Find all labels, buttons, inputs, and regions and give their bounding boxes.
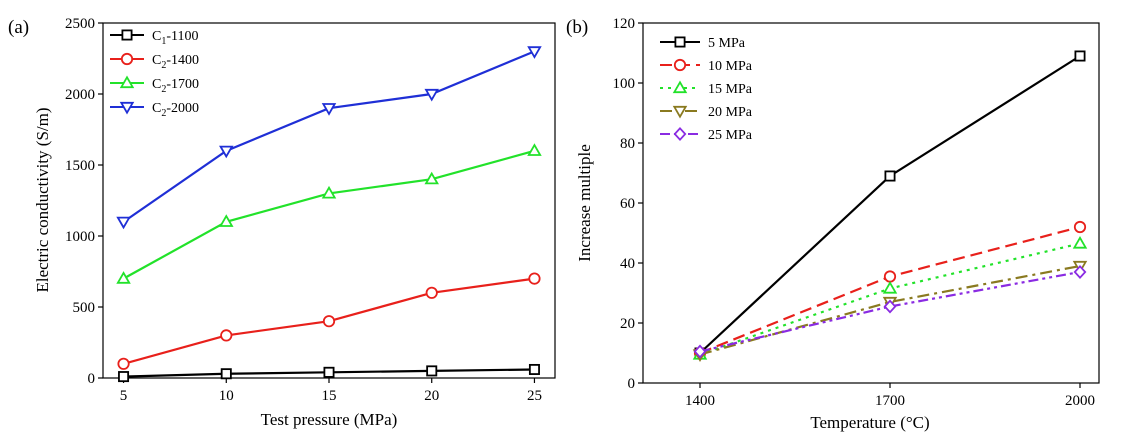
- panel-a-legend-marker-3: [119, 101, 135, 115]
- panel-a-legend-label-3: C2-2000: [152, 101, 199, 119]
- panel-b-series-line-4: [699, 270, 1081, 353]
- panel-a-data-point: [220, 329, 233, 342]
- panel-b-x-tick-label: 2000: [1065, 393, 1095, 409]
- panel-b-data-point: [884, 170, 896, 182]
- panel-a-data-point: [425, 286, 438, 299]
- panel-b-x-label: Temperature (°C): [810, 413, 929, 432]
- panel-b-data-point: [1073, 220, 1087, 234]
- panel-a-data-point: [219, 214, 234, 227]
- panel-a-data-point: [426, 365, 438, 377]
- panel-b-data-point: [693, 344, 707, 359]
- panel-a-x-tick-label: 5: [120, 388, 128, 404]
- panel-a-legend-marker-1: [120, 52, 134, 66]
- panel-b-series: [692, 50, 1088, 363]
- panel-b-y-tick-label: 0: [628, 376, 636, 392]
- panel-a-data-point: [528, 363, 540, 375]
- panel-b-x-tick-label: 1700: [875, 393, 905, 409]
- panel-a-chart: (a) 0 500 1000 1500 2000 2500 5 10 15 20 25 C1-11…: [8, 16, 556, 429]
- panel-a-data-point: [117, 357, 130, 370]
- panel-a-legend-label-0: C1-1100: [152, 29, 199, 47]
- panel-a-y-label: Electric conductivity (S/m): [33, 107, 52, 292]
- panel-a-x-tick-label: 15: [322, 388, 337, 404]
- panel-b-y-tick-label: 20: [620, 316, 635, 332]
- panel-b-y-label: Increase multiple: [575, 144, 594, 262]
- panel-b-legend-label-3: 20 MPa: [708, 105, 753, 120]
- panel-b-legend-label-2: 15 MPa: [708, 82, 753, 97]
- panel-a-legend-label-2: C2-1700: [152, 77, 199, 95]
- panel-a-y-tick-label: 0: [88, 371, 96, 387]
- panel-a-y-tick-label: 2000: [65, 87, 95, 103]
- panel-a-data-point: [118, 371, 130, 383]
- panel-a-x-axis: 5 10 15 20 25: [120, 378, 542, 404]
- panel-b-data-point: [883, 270, 897, 283]
- panel-a-x-tick-label: 20: [424, 388, 439, 404]
- panel-b-frame: [642, 22, 1100, 384]
- panel-a-y-tick-label: 1500: [65, 158, 95, 174]
- panel-b-legend-marker-2: [672, 80, 688, 94]
- panel-b-series-line-3: [699, 264, 1081, 356]
- panel-b-legend: 5 MPa 10 MPa 15 MPa 20 MPa 25 MPa: [660, 36, 753, 143]
- panel-b-data-point: [1073, 264, 1087, 280]
- panel-a-y-tick-label: 500: [73, 300, 96, 316]
- panel-b-legend-label-1: 10 MPa: [708, 59, 753, 74]
- panel-a-data-point: [323, 366, 335, 378]
- panel-a-x-tick-label: 25: [527, 388, 542, 404]
- panel-b-x-tick-label: 1400: [685, 393, 715, 409]
- panel-b-y-tick-label: 40: [620, 256, 635, 272]
- panel-b-data-point: [1072, 235, 1088, 249]
- panel-b-data-point: [882, 280, 898, 294]
- panel-a-series-line-2: [123, 149, 535, 280]
- panel-a-data-point: [527, 46, 542, 59]
- panel-b-y-tick-label: 80: [620, 136, 635, 152]
- panel-a-y-tick-label: 1000: [65, 229, 95, 245]
- panel-a-y-tick-label: 2500: [65, 16, 95, 32]
- panel-b-label: (b): [566, 17, 588, 38]
- panel-a-data-point: [321, 185, 337, 199]
- panel-b-legend-marker-3: [672, 105, 688, 119]
- panel-b-data-point: [1074, 50, 1086, 62]
- panel-a-data-point: [321, 103, 337, 116]
- panel-a-data-point: [116, 216, 131, 230]
- panel-a-data-point: [116, 271, 131, 284]
- panel-a-data-point: [528, 272, 541, 285]
- panel-a-data-point: [219, 145, 234, 159]
- panel-b-y-tick-label: 100: [613, 76, 636, 92]
- panel-a-data-point: [220, 368, 232, 380]
- panel-b-legend-marker-0: [674, 36, 686, 48]
- panel-a-data-point: [424, 88, 439, 102]
- panel-b-legend-label-0: 5 MPa: [708, 36, 746, 51]
- panel-b-chart: (b) 0 20 40 60 80 100 120 1400 1700 2000 5 MPa 10…: [566, 16, 1100, 432]
- panel-a-data-point: [424, 171, 439, 185]
- panel-a-y-axis: 0 500 1000 1500 2000 2500: [65, 16, 103, 387]
- panel-a-legend-label-1: C2-1400: [152, 53, 199, 71]
- panel-b-y-tick-label: 120: [613, 16, 636, 32]
- panel-a-legend-marker-2: [119, 75, 135, 89]
- panel-a-label: (a): [8, 17, 29, 38]
- panel-a-legend: C1-1100 C2-1400 C2-1700 C2-2000: [110, 29, 199, 119]
- panel-a-series: [116, 46, 542, 383]
- panel-b-data-point: [883, 299, 897, 314]
- panel-a-data-point: [322, 315, 336, 328]
- panel-a-x-tick-label: 10: [219, 388, 234, 404]
- panel-a-x-label: Test pressure (MPa): [261, 410, 398, 429]
- panel-b-x-axis: 1400 1700 2000: [685, 383, 1095, 409]
- panel-b-y-tick-label: 60: [620, 196, 635, 212]
- panel-a-legend-marker-0: [121, 29, 133, 41]
- panel-b-legend-marker-1: [673, 58, 687, 72]
- panel-b-legend-label-4: 25 MPa: [708, 128, 753, 143]
- panel-b-y-axis: 0 20 40 60 80 100 120: [613, 16, 643, 392]
- panel-a-data-point: [527, 143, 542, 156]
- panel-b-legend-marker-4: [673, 126, 687, 142]
